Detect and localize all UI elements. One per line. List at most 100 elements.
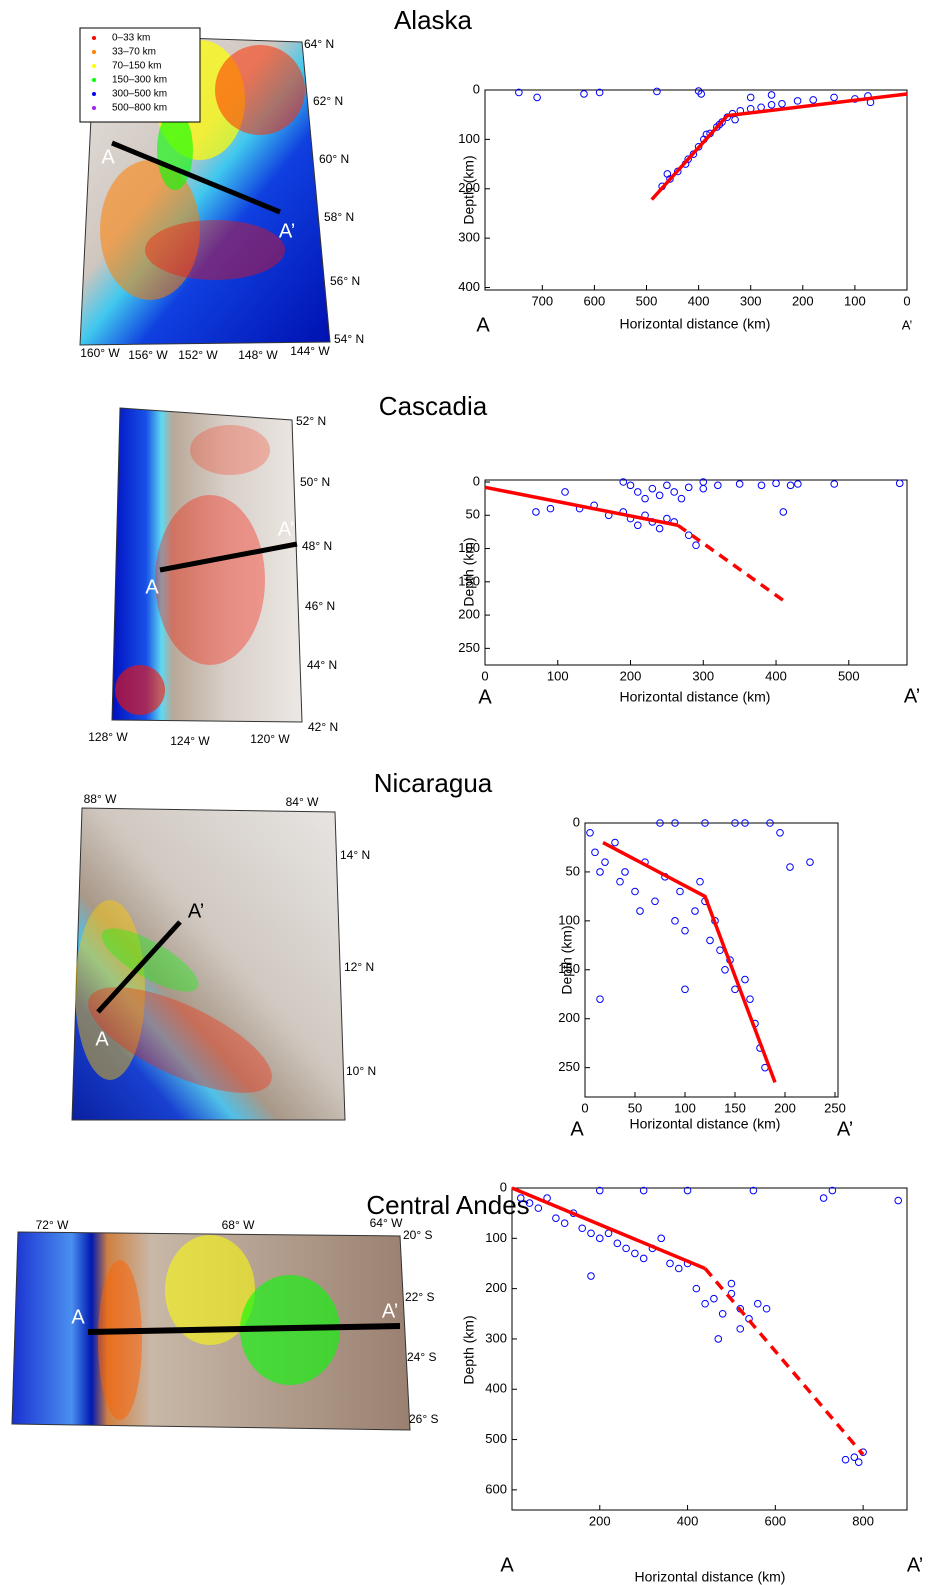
event-point bbox=[746, 995, 754, 1003]
y-tick-label: 400 bbox=[485, 1381, 507, 1396]
x-tick-label: 500 bbox=[838, 668, 860, 683]
section-line bbox=[159, 541, 298, 573]
map-area bbox=[111, 407, 303, 723]
lat-label: 58° N bbox=[324, 210, 354, 224]
event-point bbox=[684, 155, 692, 163]
map-seismicity bbox=[75, 900, 145, 1080]
event-point bbox=[601, 858, 609, 866]
event-point bbox=[671, 819, 679, 827]
map-end-label: A’ bbox=[188, 900, 204, 922]
y-axis-label: Depth (km) bbox=[559, 925, 575, 994]
section-end-label: A’ bbox=[904, 685, 920, 707]
x-tick-label: 0 bbox=[903, 293, 910, 308]
legend-swatch bbox=[92, 106, 96, 110]
lat-label: 48° N bbox=[302, 539, 332, 553]
event-point bbox=[714, 481, 722, 490]
lat-label: 64° N bbox=[304, 37, 334, 51]
event-point bbox=[663, 481, 671, 490]
lat-label: 12° N bbox=[344, 960, 374, 974]
x-tick-label: 700 bbox=[531, 293, 553, 308]
legend-swatch bbox=[92, 50, 96, 54]
map-alaska: 0–33 km 33–70 km 70–150 km 150–300 km 300–50… bbox=[79, 27, 364, 362]
map-andes: A A’ 72° W 68° W 64° W 20° S 22° S 24° S… bbox=[11, 1216, 438, 1431]
lat-label: 54° N bbox=[334, 332, 364, 346]
event-point bbox=[753, 1299, 762, 1308]
lat-label: 60° N bbox=[319, 152, 349, 166]
y-tick-label: 200 bbox=[485, 1280, 507, 1295]
event-point bbox=[806, 858, 814, 866]
map-seismicity bbox=[190, 425, 270, 475]
event-point bbox=[671, 917, 679, 925]
event-point bbox=[718, 1309, 727, 1318]
map-seismicity bbox=[115, 665, 165, 715]
y-tick-label: 600 bbox=[485, 1481, 507, 1496]
x-axis-label: Horizontal distance (km) bbox=[635, 1569, 786, 1585]
event-point bbox=[580, 90, 588, 98]
x-tick-label: 200 bbox=[774, 1100, 796, 1115]
event-point bbox=[674, 1264, 683, 1273]
event-point bbox=[684, 483, 693, 492]
event-point bbox=[613, 1239, 622, 1248]
lat-label: 20° S bbox=[403, 1228, 432, 1242]
event-point bbox=[596, 868, 604, 876]
section-line bbox=[96, 920, 182, 1014]
map-end-label: A’ bbox=[279, 220, 295, 242]
event-point bbox=[713, 123, 721, 131]
event-point bbox=[786, 481, 795, 490]
lat-label: 52° N bbox=[296, 414, 326, 428]
map-cascadia: A A’ 128° W 124° W 120° W 52° N 50° N 48… bbox=[88, 407, 338, 748]
event-point bbox=[621, 868, 629, 876]
x-axis-label: Horizontal distance (km) bbox=[630, 1116, 781, 1132]
event-point bbox=[731, 819, 739, 827]
event-point bbox=[767, 91, 776, 99]
section-end-label: A bbox=[570, 1118, 584, 1140]
event-point bbox=[778, 100, 786, 108]
event-point bbox=[895, 479, 904, 488]
event-point bbox=[772, 479, 780, 488]
x-tick-label: 400 bbox=[677, 1513, 699, 1528]
event-point bbox=[721, 965, 729, 974]
event-point bbox=[809, 96, 818, 104]
event-point bbox=[587, 1229, 595, 1238]
lat-label: 42° N bbox=[308, 720, 338, 734]
event-point bbox=[648, 484, 657, 493]
event-point bbox=[731, 115, 739, 124]
y-tick-label: 200 bbox=[458, 607, 480, 622]
plot-frame bbox=[484, 479, 908, 666]
slab-line bbox=[676, 523, 785, 602]
event-point bbox=[692, 541, 700, 550]
lon-label: 84° W bbox=[286, 795, 319, 809]
lat-label: 14° N bbox=[340, 848, 370, 862]
section-chart: 0 100 200 300 400 500 600 200 400 600 800 Horizonta… bbox=[461, 1179, 923, 1584]
event-point bbox=[741, 819, 749, 827]
event-point bbox=[766, 819, 774, 827]
x-tick-label: 300 bbox=[692, 668, 714, 683]
map-seismicity bbox=[98, 1260, 142, 1420]
x-axis-label: Horizontal distance (km) bbox=[620, 316, 771, 332]
x-tick-label: 0 bbox=[481, 668, 488, 683]
map-seismicity bbox=[215, 45, 305, 135]
lon-label: 64° W bbox=[370, 1216, 403, 1230]
slab-line bbox=[484, 485, 679, 527]
y-tick-label: 400 bbox=[458, 279, 480, 294]
event-point bbox=[533, 93, 541, 102]
lat-label: 10° N bbox=[346, 1064, 376, 1078]
legend-swatch bbox=[92, 64, 96, 68]
event-point bbox=[578, 1224, 587, 1233]
event-point bbox=[636, 907, 644, 915]
event-point bbox=[670, 488, 678, 496]
x-tick-label: 200 bbox=[620, 668, 642, 683]
lon-label: 156° W bbox=[128, 348, 168, 362]
event-point bbox=[655, 491, 664, 500]
x-tick-label: 400 bbox=[688, 293, 710, 308]
event-point bbox=[619, 478, 628, 486]
map-start-label: A bbox=[145, 576, 159, 598]
slab-line bbox=[511, 1186, 706, 1271]
section-end-label: A’ bbox=[907, 1554, 923, 1576]
lat-label: 24° S bbox=[407, 1350, 436, 1364]
legend-label: 0–33 km bbox=[112, 33, 150, 44]
legend-label: 300–500 km bbox=[112, 89, 167, 100]
x-tick-label: 100 bbox=[844, 293, 866, 308]
lon-label: 88° W bbox=[84, 792, 117, 806]
